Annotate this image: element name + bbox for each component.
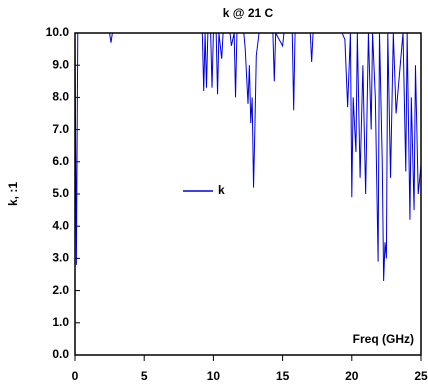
y-tick-label: 9.0 xyxy=(52,57,69,71)
y-tick-label: 0.0 xyxy=(52,347,69,361)
x-tick-label: 0 xyxy=(72,369,79,383)
x-axis-label: Freq (GHz) xyxy=(353,332,414,346)
x-tick-label: 20 xyxy=(345,369,359,383)
plot-frame xyxy=(74,32,422,356)
x-tick-label: 25 xyxy=(414,369,428,383)
x-tick-label: 15 xyxy=(276,369,290,383)
data-line xyxy=(75,33,421,281)
y-tick-label: 10.0 xyxy=(46,25,70,39)
y-tick-label: 5.0 xyxy=(52,186,69,200)
y-axis-label: k, :1 xyxy=(6,182,20,206)
x-tick-label: 5 xyxy=(141,369,148,383)
y-tick-label: 3.0 xyxy=(52,251,69,265)
y-tick-label: 1.0 xyxy=(52,315,69,329)
y-tick-label: 7.0 xyxy=(52,122,69,136)
y-tick-label: 6.0 xyxy=(52,154,69,168)
y-tick-label: 2.0 xyxy=(52,283,69,297)
chart-title: k @ 21 C xyxy=(223,6,274,20)
x-tick-label: 10 xyxy=(207,369,221,383)
y-tick-label: 4.0 xyxy=(52,218,69,232)
legend-label: k xyxy=(218,183,225,197)
y-tick-label: 8.0 xyxy=(52,90,69,104)
